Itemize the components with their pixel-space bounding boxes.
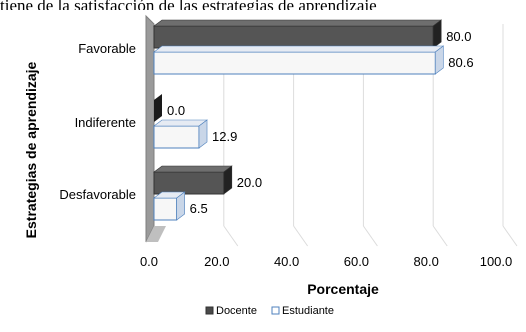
axis-wall-side xyxy=(145,14,155,243)
axis-wall-floor xyxy=(146,226,166,242)
bar-docente-desfavorable-side xyxy=(223,165,233,195)
grid-line-depth-4 xyxy=(432,225,448,247)
bar-estudiante-favorable-side xyxy=(434,45,444,75)
bar-docente-desfavorable-top xyxy=(153,165,233,173)
grid-line-depth-5 xyxy=(502,225,518,247)
bar-estudiante-indiferente-side xyxy=(198,119,208,149)
bar-docente-favorable xyxy=(153,25,434,49)
bar-estudiante-indiferente xyxy=(153,125,200,149)
legend-swatch-estudiante xyxy=(271,306,280,315)
bar-estudiante-favorable xyxy=(153,51,436,75)
bar-estudiante-desfavorable xyxy=(153,197,178,221)
category-label-indiferente: Indiferente xyxy=(75,115,136,130)
x-tick-2: 40.0 xyxy=(274,254,299,269)
grid-line-depth-3 xyxy=(362,225,378,247)
bar-docente-favorable-side xyxy=(432,19,442,49)
category-label-desfavorable: Desfavorable xyxy=(59,187,136,202)
data-label-estudiante-favorable: 80.6 xyxy=(448,55,473,70)
bar-docente-favorable-top xyxy=(153,19,443,27)
data-label-estudiante-desfavorable: 6.5 xyxy=(190,201,208,216)
x-tick-1: 20.0 xyxy=(204,254,229,269)
x-tick-0: 0.0 xyxy=(140,254,158,269)
data-label-docente-indiferente: 0.0 xyxy=(167,103,185,118)
x-tick-3: 60.0 xyxy=(344,254,369,269)
legend-label-docente: Docente xyxy=(216,305,257,317)
bar-estudiante-desfavorable-side xyxy=(176,191,185,221)
data-label-estudiante-indiferente: 12.9 xyxy=(212,129,237,144)
y-axis-title: Estrategias de aprendizaje xyxy=(23,61,39,238)
bar-docente-indiferente xyxy=(154,94,162,122)
x-axis-title: Porcentaje xyxy=(307,281,379,297)
x-tick-5: 100.0 xyxy=(480,254,513,269)
category-label-favorable: Favorable xyxy=(78,41,136,56)
caption-fragment: tiene de la satisfacción de las estrateg… xyxy=(0,0,377,10)
data-label-docente-favorable: 80.0 xyxy=(446,29,471,44)
bar-estudiante-indiferente-top xyxy=(153,119,208,127)
x-tick-4: 80.0 xyxy=(414,254,439,269)
bar-docente-desfavorable xyxy=(153,171,225,195)
grid-line-depth-2 xyxy=(293,225,309,247)
legend-label-estudiante: Estudiante xyxy=(282,305,334,317)
data-label-docente-desfavorable: 20.0 xyxy=(237,175,262,190)
grid-line-depth-1 xyxy=(223,225,239,247)
bar-estudiante-favorable-top xyxy=(153,45,445,53)
legend-swatch-docente xyxy=(205,306,214,315)
